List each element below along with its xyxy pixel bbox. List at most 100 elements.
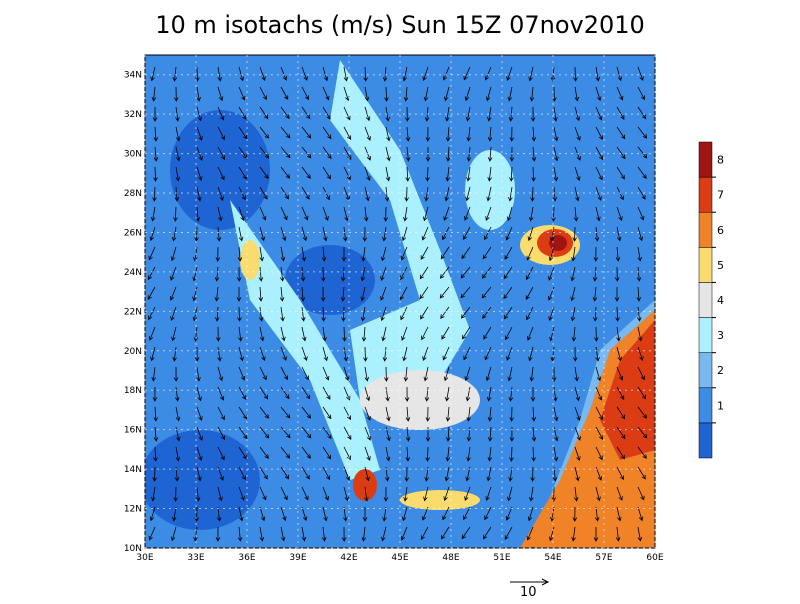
wind-arrow	[301, 346, 308, 362]
wind-arrow	[439, 266, 450, 279]
wind-arrow	[384, 366, 389, 382]
wind-arrow	[238, 366, 246, 381]
wind-arrow	[465, 106, 471, 122]
wind-arrow	[153, 426, 159, 442]
wind-arrow	[637, 206, 645, 221]
wind-arrow	[442, 66, 450, 81]
wind-arrow	[481, 266, 492, 279]
wind-arrow	[574, 186, 580, 202]
lat-tick-label: 26N	[124, 228, 142, 238]
wind-arrow	[148, 246, 156, 261]
wind-arrow	[464, 206, 471, 221]
wind-arrow	[574, 386, 581, 402]
wind-arrow	[463, 506, 471, 521]
wind-arrow	[425, 126, 431, 142]
wind-arrow	[636, 306, 642, 322]
wind-arrow	[403, 86, 409, 102]
wind-arrow	[217, 166, 225, 181]
wind-arrow	[574, 466, 580, 482]
wind-arrow	[259, 206, 267, 221]
wind-arrow	[259, 66, 266, 81]
wind-arrow	[531, 126, 537, 142]
wind-arrow	[403, 486, 408, 502]
wind-arrow	[300, 266, 306, 282]
lat-tick-label: 14N	[124, 465, 142, 475]
wind-arrow	[637, 146, 648, 159]
wind-arrow	[301, 166, 311, 179]
wind-arrow	[486, 466, 492, 482]
wind-arrow	[364, 446, 371, 461]
wind-arrow	[595, 346, 600, 362]
wind-arrow	[238, 506, 244, 522]
wind-arrow	[420, 246, 429, 260]
wind-arrow	[550, 346, 555, 362]
lon-tick-label: 48E	[442, 553, 459, 563]
wind-arrow	[487, 426, 493, 442]
lon-tick-label: 57E	[595, 553, 612, 563]
wind-arrow	[528, 66, 534, 82]
wind-arrow	[574, 106, 581, 122]
wind-arrow	[462, 226, 471, 241]
wind-arrow	[259, 526, 265, 542]
wind-arrow	[280, 66, 288, 81]
wind-arrow	[615, 306, 620, 322]
wind-arrow	[343, 506, 348, 522]
wind-arrow	[571, 326, 577, 342]
wind-arrow	[487, 166, 492, 182]
wind-arrow	[259, 166, 269, 180]
wind-arrow	[616, 446, 625, 460]
wind-arrow	[259, 146, 270, 159]
wind-arrow	[507, 486, 513, 502]
lat-tick-label: 28N	[124, 189, 142, 199]
wind-arrow	[466, 406, 471, 422]
wind-arrow	[301, 526, 307, 542]
wind-arrow	[321, 526, 327, 542]
wind-arrow	[217, 66, 222, 82]
wind-arrow	[364, 126, 371, 141]
wind-arrow	[280, 146, 291, 159]
wind-arrow	[616, 166, 625, 180]
wind-arrow	[280, 166, 291, 179]
wind-arrow	[237, 246, 243, 262]
wind-arrow	[401, 226, 408, 242]
wind-arrow	[194, 506, 200, 522]
wind-arrow	[258, 306, 264, 322]
wind-arrow	[280, 506, 287, 522]
wind-arrow	[551, 486, 557, 502]
wind-arrow	[238, 446, 247, 460]
colorbar-tick-label: 2	[717, 364, 724, 377]
wind-arrow	[172, 346, 177, 362]
wind-arrow	[301, 486, 309, 501]
wind-arrow	[280, 526, 286, 542]
wind-arrow	[527, 226, 534, 242]
lon-tick-label: 60E	[646, 553, 663, 563]
wind-arrow	[551, 206, 556, 222]
wind-arrow	[637, 106, 647, 120]
wind-arrow	[573, 486, 579, 502]
wind-arrow	[616, 486, 623, 501]
lat-tick-label: 30N	[124, 150, 142, 160]
wind-arrow	[551, 366, 557, 382]
wind-arrow	[426, 546, 429, 548]
wind-arrow	[280, 386, 290, 400]
wind-arrow	[595, 66, 601, 82]
wind-arrow	[531, 166, 536, 182]
wind-arrow	[361, 326, 367, 342]
lon-tick-label: 54E	[544, 553, 561, 563]
wind-arrow	[421, 226, 429, 241]
wind-arrow	[592, 286, 598, 302]
wind-arrow	[400, 306, 408, 321]
wind-arrow	[217, 206, 223, 222]
lat-tick-label: 24N	[124, 268, 142, 278]
wind-arrow	[485, 366, 492, 382]
wind-arrow	[572, 226, 577, 242]
wind-arrow	[238, 466, 246, 481]
colorbar-tick-label: 5	[717, 259, 724, 272]
wind-arrow	[301, 466, 310, 480]
lon-tick-label: 30E	[136, 553, 153, 563]
wind-arrow	[301, 426, 312, 439]
wind-arrow	[217, 406, 225, 421]
wind-arrow	[194, 226, 199, 242]
wind-arrow	[238, 206, 245, 222]
wind-arrow	[595, 366, 602, 382]
